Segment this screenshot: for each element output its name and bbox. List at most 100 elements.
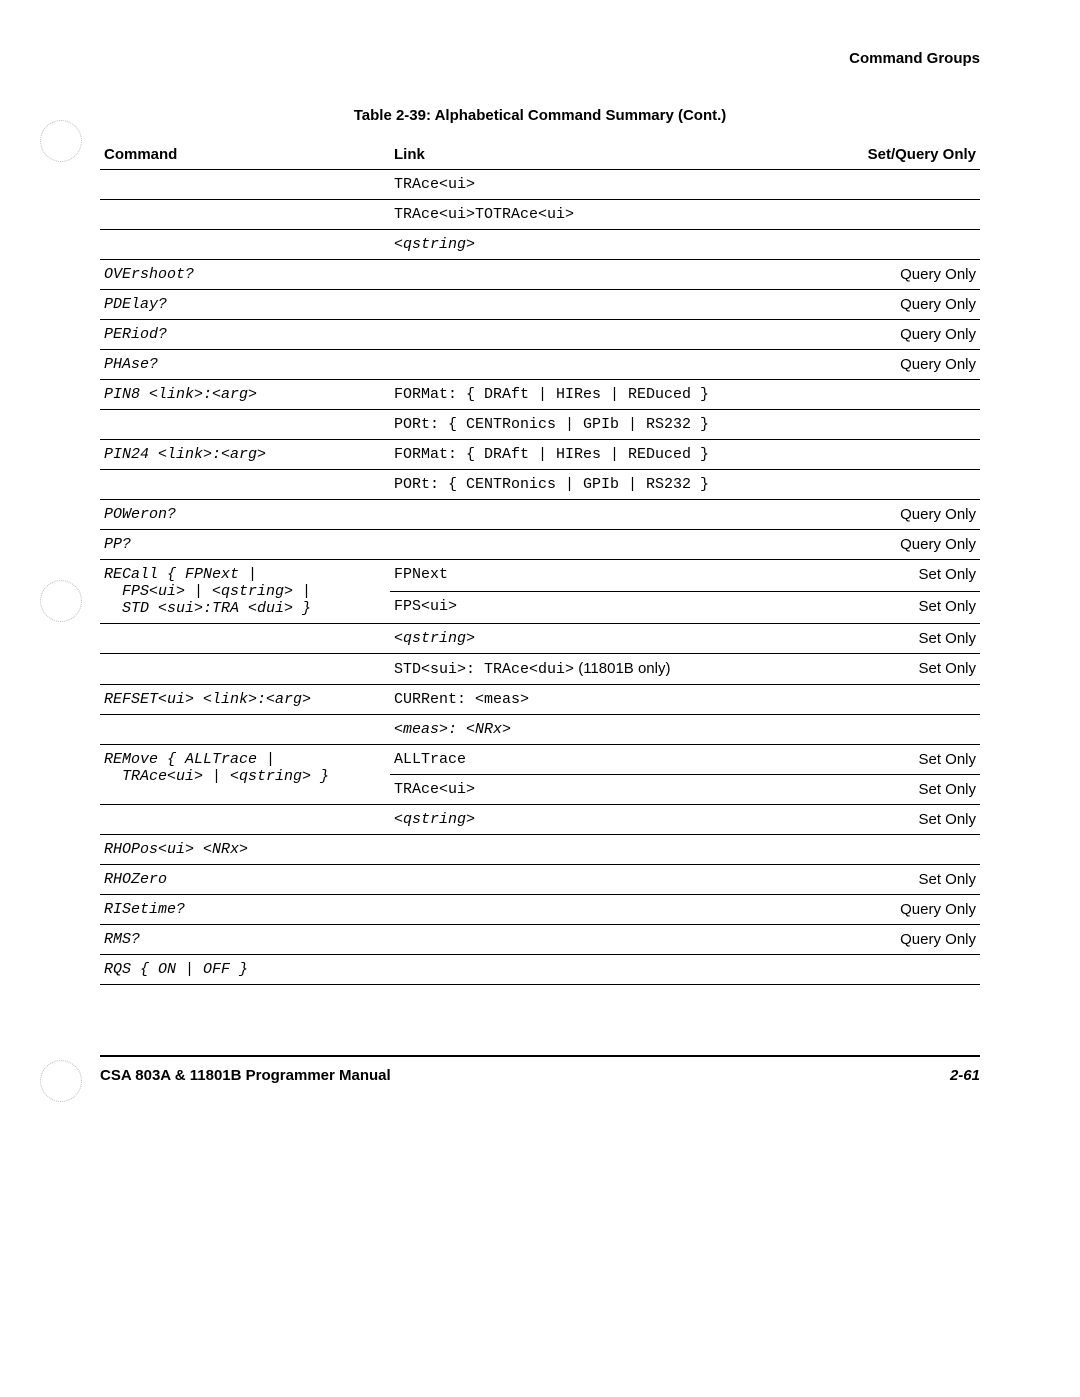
table-row: RMS?Query Only xyxy=(100,925,980,955)
setquery-cell: Query Only xyxy=(840,290,980,320)
table-row: REMove { ALLTrace | TRAce<ui> | <qstring… xyxy=(100,745,980,775)
link-cell: FORMat: { DRAft | HIRes | REDuced } xyxy=(390,380,840,410)
setquery-cell xyxy=(840,685,980,715)
link-cell xyxy=(390,320,840,350)
setquery-cell xyxy=(840,410,980,440)
link-cell xyxy=(390,955,840,985)
link-cell: TRAce<ui>TOTRAce<ui> xyxy=(390,200,840,230)
link-cell xyxy=(390,290,840,320)
table-row: PDElay?Query Only xyxy=(100,290,980,320)
setquery-cell: Set Only xyxy=(840,745,980,775)
setquery-cell: Set Only xyxy=(840,592,980,624)
command-cell: RHOZero xyxy=(100,865,390,895)
command-cell xyxy=(100,200,390,230)
setquery-cell: Set Only xyxy=(840,775,980,805)
table-row: PIN8 <link>:<arg>FORMat: { DRAft | HIRes… xyxy=(100,380,980,410)
link-cell xyxy=(390,500,840,530)
table-row: RECall { FPNext | FPS<ui> | <qstring> | … xyxy=(100,560,980,592)
table-row: RHOPos<ui> <NRx> xyxy=(100,835,980,865)
link-cell: PORt: { CENTRonics | GPIb | RS232 } xyxy=(390,470,840,500)
col-command: Command xyxy=(100,138,390,170)
setquery-cell: Set Only xyxy=(840,865,980,895)
setquery-cell: Query Only xyxy=(840,320,980,350)
table-row: TRAce<ui>TOTRAce<ui> xyxy=(100,200,980,230)
table-row: STD<sui>: TRAce<dui> (11801B only)Set On… xyxy=(100,654,980,685)
punch-hole xyxy=(40,120,82,162)
setquery-cell xyxy=(840,380,980,410)
command-cell: PERiod? xyxy=(100,320,390,350)
command-cell: REFSET<ui> <link>:<arg> xyxy=(100,685,390,715)
table-row: PORt: { CENTRonics | GPIb | RS232 } xyxy=(100,470,980,500)
page-number: 2-61 xyxy=(950,1067,980,1084)
link-cell: ALLTrace xyxy=(390,745,840,775)
command-cell xyxy=(100,715,390,745)
setquery-cell xyxy=(840,170,980,200)
punch-hole xyxy=(40,580,82,622)
command-cell: PHAse? xyxy=(100,350,390,380)
command-cell: PIN24 <link>:<arg> xyxy=(100,440,390,470)
table-row: OVErshoot?Query Only xyxy=(100,260,980,290)
table-row: RQS { ON | OFF } xyxy=(100,955,980,985)
table-row: PERiod? Query Only xyxy=(100,320,980,350)
table-row: PIN24 <link>:<arg>FORMat: { DRAft | HIRe… xyxy=(100,440,980,470)
setquery-cell: Query Only xyxy=(840,530,980,560)
command-cell xyxy=(100,230,390,260)
command-cell: REMove { ALLTrace | TRAce<ui> | <qstring… xyxy=(100,745,390,805)
setquery-cell xyxy=(840,835,980,865)
setquery-cell: Query Only xyxy=(840,895,980,925)
setquery-cell: Set Only xyxy=(840,654,980,685)
command-cell xyxy=(100,470,390,500)
setquery-cell: Set Only xyxy=(840,805,980,835)
link-cell: <qstring> xyxy=(390,805,840,835)
table-row: PHAse? Query Only xyxy=(100,350,980,380)
setquery-cell xyxy=(840,470,980,500)
setquery-cell: Set Only xyxy=(840,624,980,654)
command-cell xyxy=(100,805,390,835)
table-row: RISetime? Query Only xyxy=(100,895,980,925)
link-cell: PORt: { CENTRonics | GPIb | RS232 } xyxy=(390,410,840,440)
table-row: RHOZero Set Only xyxy=(100,865,980,895)
table-caption: Table 2-39: Alphabetical Command Summary… xyxy=(100,107,980,124)
command-cell: PIN8 <link>:<arg> xyxy=(100,380,390,410)
command-cell: RQS { ON | OFF } xyxy=(100,955,390,985)
setquery-cell: Query Only xyxy=(840,500,980,530)
link-cell xyxy=(390,260,840,290)
command-cell xyxy=(100,624,390,654)
setquery-cell xyxy=(840,440,980,470)
link-cell: FPS<ui> xyxy=(390,592,840,624)
link-cell xyxy=(390,350,840,380)
col-link: Link xyxy=(390,138,840,170)
setquery-cell: Query Only xyxy=(840,350,980,380)
table-row: TRAce<ui> xyxy=(100,170,980,200)
command-cell: RHOPos<ui> <NRx> xyxy=(100,835,390,865)
link-cell xyxy=(390,925,840,955)
table-row: <qstring>Set Only xyxy=(100,624,980,654)
table-row: <qstring>Set Only xyxy=(100,805,980,835)
link-cell xyxy=(390,530,840,560)
setquery-cell xyxy=(840,715,980,745)
table-row: PP? Query Only xyxy=(100,530,980,560)
table-header-row: Command Link Set/Query Only xyxy=(100,138,980,170)
section-header: Command Groups xyxy=(100,50,980,67)
command-cell xyxy=(100,410,390,440)
setquery-cell xyxy=(840,200,980,230)
table-row: <qstring> xyxy=(100,230,980,260)
setquery-cell xyxy=(840,230,980,260)
command-cell: RECall { FPNext | FPS<ui> | <qstring> | … xyxy=(100,560,390,624)
command-cell: RISetime? xyxy=(100,895,390,925)
link-cell: <meas>: <NRx> xyxy=(390,715,840,745)
link-cell: CURRent: <meas> xyxy=(390,685,840,715)
link-cell: TRAce<ui> xyxy=(390,170,840,200)
command-cell: PP? xyxy=(100,530,390,560)
link-cell: TRAce<ui> xyxy=(390,775,840,805)
command-cell xyxy=(100,170,390,200)
link-cell: FORMat: { DRAft | HIRes | REDuced } xyxy=(390,440,840,470)
table-row: REFSET<ui> <link>:<arg>CURRent: <meas> xyxy=(100,685,980,715)
link-cell xyxy=(390,865,840,895)
col-setquery: Set/Query Only xyxy=(840,138,980,170)
command-cell: POWeron? xyxy=(100,500,390,530)
link-cell: <qstring> xyxy=(390,624,840,654)
setquery-cell: Query Only xyxy=(840,925,980,955)
setquery-cell: Query Only xyxy=(840,260,980,290)
link-cell: <qstring> xyxy=(390,230,840,260)
